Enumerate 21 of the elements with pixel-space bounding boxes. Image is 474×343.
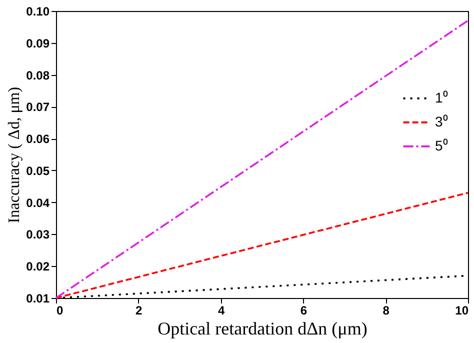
y-tick-label: 0.04 [26,196,50,210]
x-axis-title: Optical retardation dΔn (μm) [158,318,368,338]
x-tick-label: 6 [300,304,308,318]
legend-label: 5⁰ [435,137,448,154]
y-axis-title: Inaccuracy ( Δd, μm) [6,86,24,224]
y-tick-label: 0.10 [26,4,50,18]
x-tick-label: 8 [382,304,390,318]
y-tick-label: 0.05 [26,164,50,178]
x-tick-label: 0 [56,304,64,318]
x-tick-label: 4 [218,304,225,318]
y-tick-label: 0.07 [26,100,50,114]
y-tick-label: 0.09 [26,36,50,50]
x-tick-label: 2 [136,304,143,318]
legend-label: 1⁰ [435,89,448,106]
x-tick-label: 10 [455,304,469,318]
y-tick-label: 0.03 [26,228,50,242]
y-tick-label: 0.06 [26,132,50,146]
legend-label: 3⁰ [435,113,448,130]
y-tick-label: 0.02 [26,260,50,274]
y-tick-label: 0.01 [26,292,50,306]
y-tick-label: 0.08 [26,68,50,82]
